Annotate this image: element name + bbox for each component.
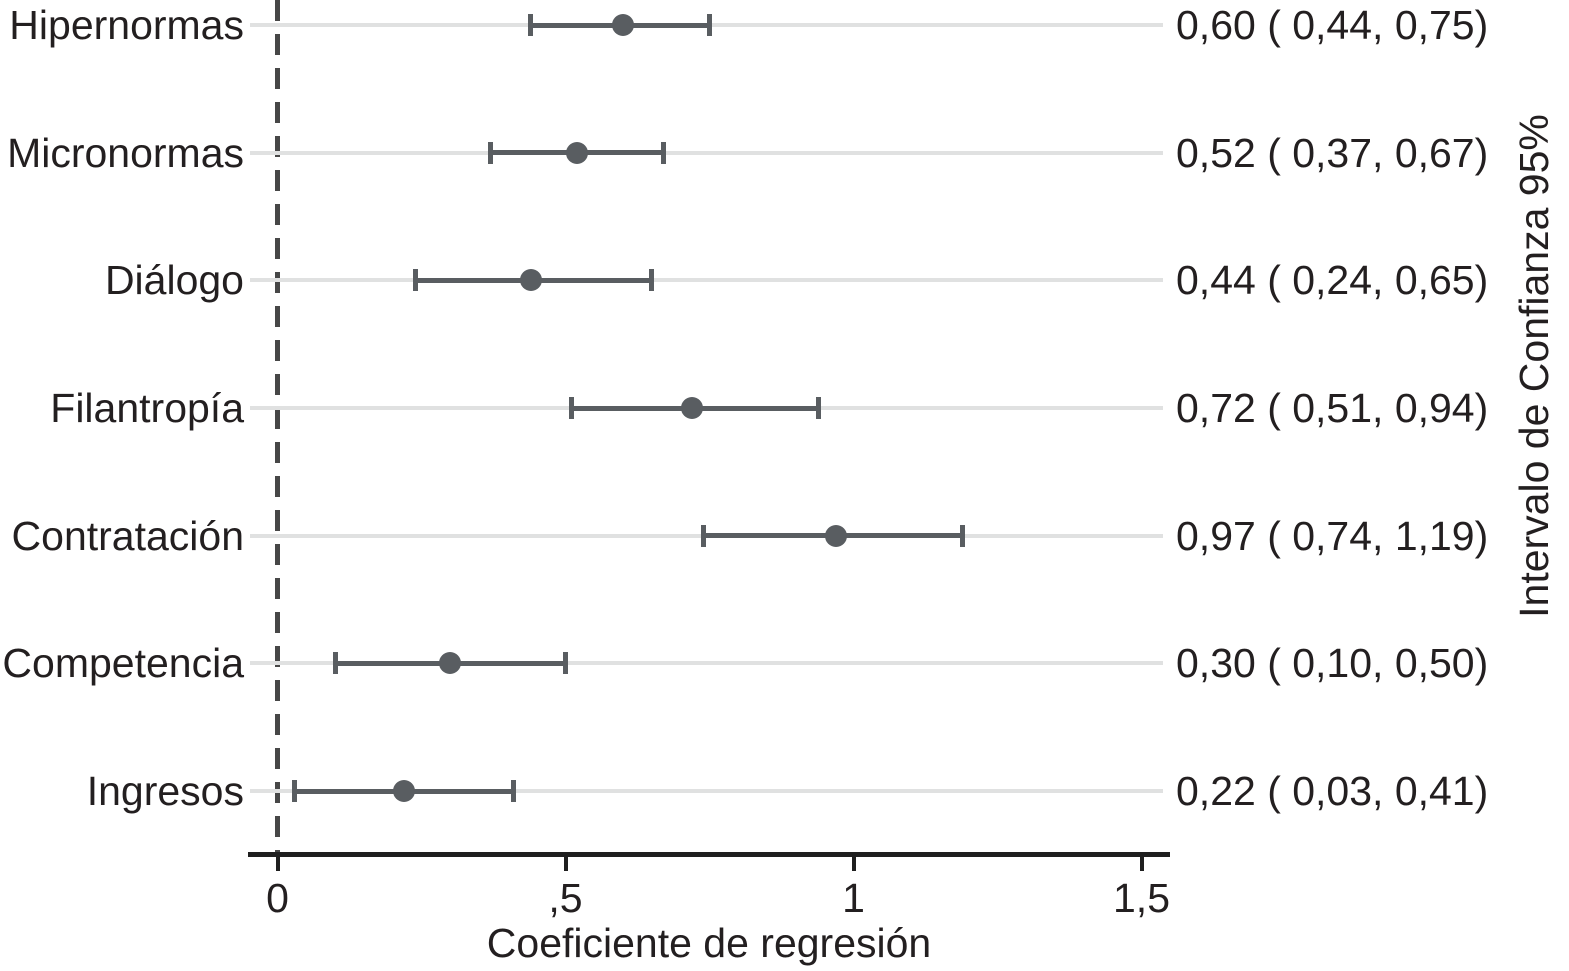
ci-upper-cap — [960, 524, 966, 547]
point-estimate-marker — [439, 652, 462, 675]
x-tick-mark — [851, 855, 856, 871]
x-axis-title: Coeficiente de regresión — [486, 920, 932, 966]
x-tick-label: ,5 — [548, 875, 583, 921]
x-tick-mark — [563, 855, 568, 871]
ci-lower-cap — [413, 269, 419, 292]
estimate-ci-text: 0,60 ( 0,44, 0,75) — [1176, 2, 1489, 48]
point-estimate-marker — [519, 269, 542, 292]
ci-upper-cap — [816, 397, 822, 419]
estimate-ci-text: 0,52 ( 0,37, 0,67) — [1176, 129, 1489, 176]
estimate-ci-text: 0,30 ( 0,10, 0,50) — [1176, 640, 1489, 687]
row-gridline — [250, 661, 1163, 666]
category-label: Hipernormas — [9, 2, 244, 48]
x-tick-label: 0 — [266, 875, 289, 921]
point-estimate-marker — [566, 141, 589, 164]
category-label: Contratación — [11, 512, 244, 559]
row-gridline — [250, 278, 1163, 283]
ci-upper-cap — [511, 780, 517, 802]
point-estimate-marker — [393, 780, 416, 802]
ci-lower-cap — [701, 524, 707, 547]
ci-upper-cap — [649, 269, 655, 292]
ci-upper-cap — [660, 141, 666, 164]
x-tick-label: 1,5 — [1113, 875, 1170, 921]
x-tick-label: 1 — [842, 875, 865, 921]
right-axis-title: Intervalo de Confianza 95% — [1511, 114, 1557, 618]
ci-lower-cap — [528, 14, 534, 36]
x-axis-line — [248, 852, 1170, 857]
ci-upper-cap — [563, 652, 568, 675]
point-estimate-marker — [681, 397, 704, 419]
x-tick-mark — [1139, 855, 1144, 871]
ci-lower-cap — [568, 397, 574, 419]
row-gridline — [250, 150, 1163, 155]
estimate-ci-text: 0,22 ( 0,03, 0,41) — [1176, 768, 1489, 814]
point-estimate-marker — [825, 524, 848, 547]
category-label: Diálogo — [104, 257, 244, 304]
ci-upper-cap — [707, 14, 712, 36]
estimate-ci-text: 0,44 ( 0,24, 0,65) — [1176, 257, 1489, 304]
point-estimate-marker — [612, 14, 635, 36]
category-label: Competencia — [2, 640, 244, 687]
ci-lower-cap — [488, 141, 494, 164]
x-tick-mark — [275, 855, 280, 871]
row-gridline — [250, 789, 1163, 793]
category-label: Micronormas — [7, 129, 244, 176]
ci-lower-cap — [292, 780, 298, 802]
category-label: Filantropía — [50, 385, 244, 431]
estimate-ci-text: 0,97 ( 0,74, 1,19) — [1176, 512, 1489, 559]
estimate-ci-text: 0,72 ( 0,51, 0,94) — [1176, 385, 1489, 431]
category-label: Ingresos — [86, 768, 244, 814]
ci-lower-cap — [332, 652, 338, 675]
zero-reference-line — [275, 0, 280, 855]
